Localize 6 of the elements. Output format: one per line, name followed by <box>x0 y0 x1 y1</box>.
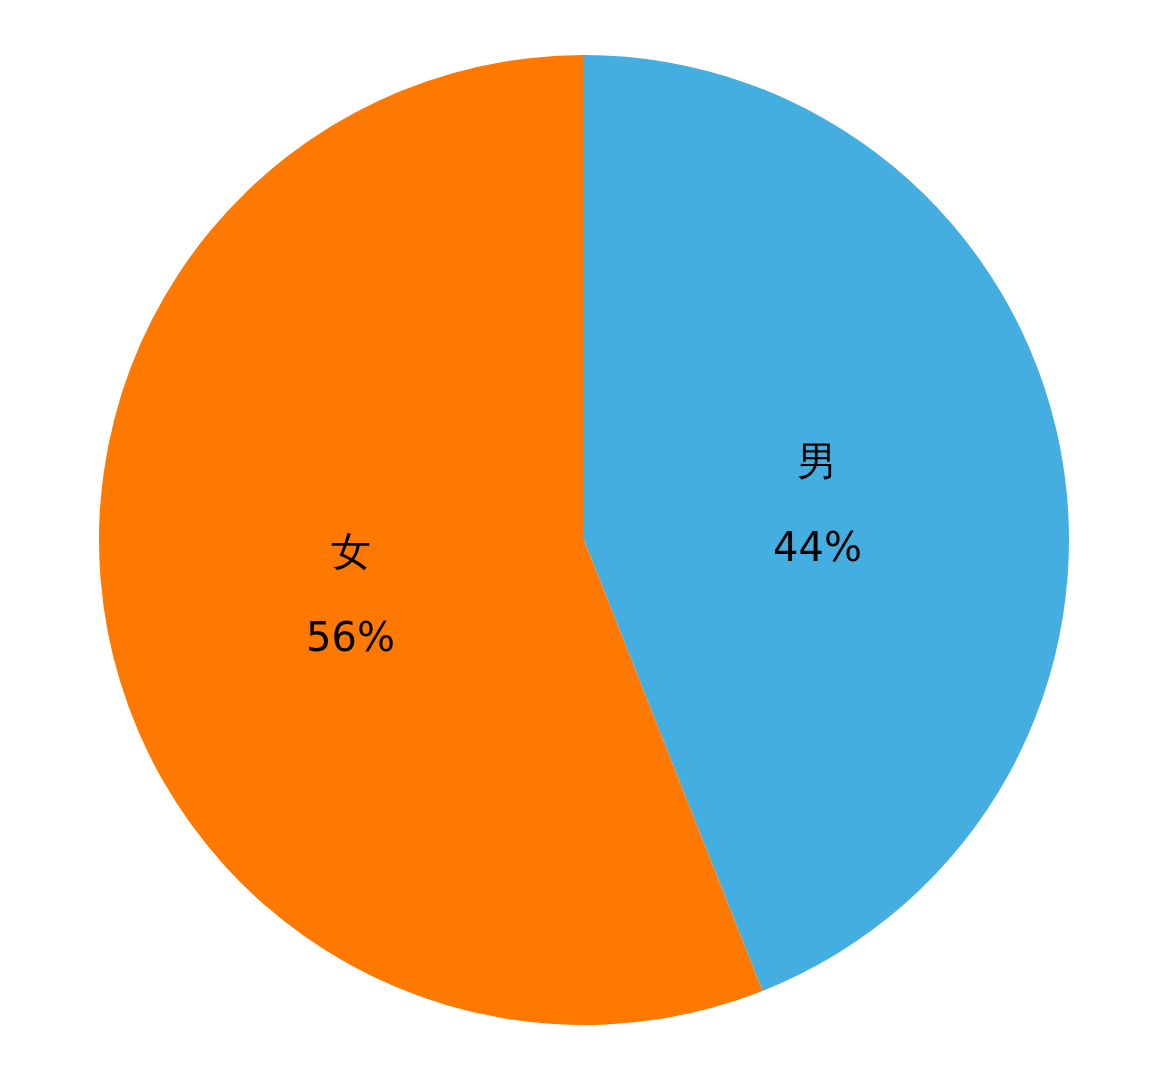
data-label: 44% <box>772 524 862 571</box>
slice-label: 男 <box>797 438 838 485</box>
pie-slice <box>584 55 1069 991</box>
slice-label: 女 <box>330 527 371 574</box>
pie-slice <box>99 55 763 1025</box>
data-label: 56% <box>306 613 396 660</box>
